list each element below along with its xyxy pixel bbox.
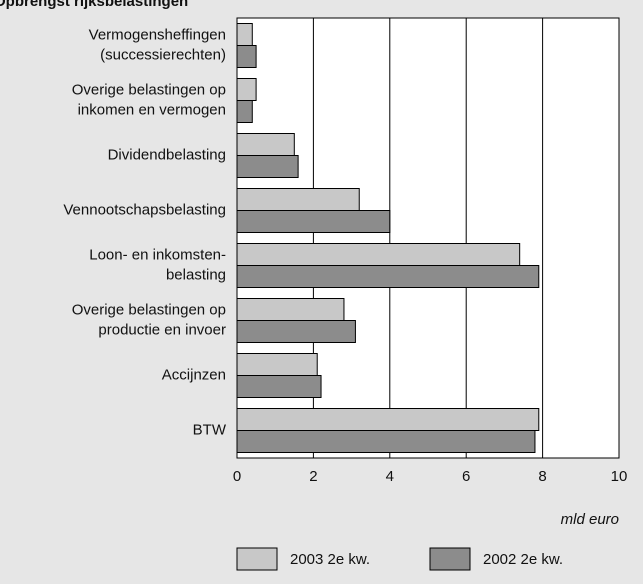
x-tick-label: 2: [309, 468, 317, 485]
bar: [236, 353, 318, 376]
bar: [236, 430, 536, 453]
x-tick-label: 10: [611, 468, 628, 485]
bar: [236, 23, 253, 46]
bar: [236, 320, 356, 343]
x-tick-label: 6: [462, 468, 470, 485]
y-tick-label: Loon- en inkomsten-: [89, 246, 226, 263]
legend-swatch: [429, 547, 471, 571]
bar: [236, 298, 345, 321]
bar: [236, 243, 521, 266]
y-tick-label: Overige belastingen op: [72, 81, 226, 98]
chart-title: Opbrengst rijksbelastingen: [0, 0, 188, 10]
x-tick-label: 4: [386, 468, 394, 485]
y-tick-label: belasting: [166, 266, 226, 283]
y-tick-label: Overige belastingen op: [72, 301, 226, 318]
bar: [236, 188, 360, 211]
x-tick-label: 8: [538, 468, 546, 485]
y-tick-label: (successierechten): [100, 46, 226, 63]
bar: [236, 265, 540, 288]
bar: [236, 375, 322, 398]
legend-swatch: [236, 547, 278, 571]
y-tick-label: Vermogensheffingen: [89, 26, 226, 43]
y-tick-label: productie en invoer: [98, 321, 226, 338]
bar: [236, 100, 253, 123]
bar: [236, 155, 299, 178]
bar: [236, 78, 257, 101]
legend-label: 2002 2e kw.: [483, 551, 563, 568]
y-tick-label: inkomen en vermogen: [78, 101, 226, 118]
bar: [236, 408, 540, 431]
x-tick-label: 0: [233, 468, 241, 485]
y-tick-label: Dividendbelasting: [108, 146, 226, 163]
bar: [236, 133, 295, 156]
legend-label: 2003 2e kw.: [290, 551, 370, 568]
bar: [236, 45, 257, 68]
x-axis-label: mld euro: [561, 511, 619, 528]
y-tick-label: BTW: [193, 421, 227, 438]
y-tick-label: Vennootschapsbelasting: [63, 201, 226, 218]
bar: [236, 210, 391, 233]
plot-frame: [236, 17, 620, 459]
y-tick-label: Accijnzen: [162, 366, 226, 383]
